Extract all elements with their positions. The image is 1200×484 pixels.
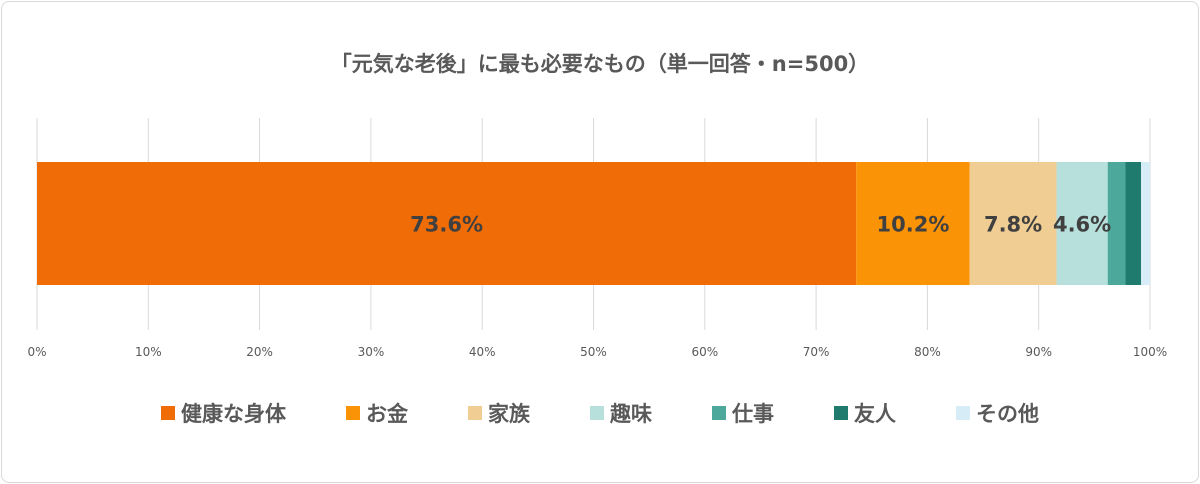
bar-segment — [856, 162, 970, 285]
x-tick-label: 60% — [691, 345, 718, 359]
legend-label: 健康な身体 — [181, 402, 286, 426]
bar-segment — [1056, 162, 1108, 285]
legend-item: 健康な身体 — [161, 398, 286, 428]
legend-label: 趣味 — [610, 402, 652, 426]
bar-segments — [37, 162, 1150, 285]
legend-label: お金 — [366, 402, 408, 426]
data-label: 7.8% — [984, 213, 1042, 237]
bar-segment — [1125, 162, 1142, 285]
x-tick-label: 80% — [914, 345, 941, 359]
x-axis-ticks: 0% 10% 20% 30% 40% 50% 60% 70% 80% 90% 100% — [27, 345, 1167, 359]
bar-segment — [1141, 162, 1150, 285]
legend-item: 仕事 — [712, 398, 774, 428]
x-tick-label: 50% — [580, 345, 607, 359]
legend-swatch — [161, 406, 175, 420]
x-tick-label: 0% — [27, 345, 46, 359]
legend-swatch — [590, 406, 604, 420]
legend-item: お金 — [346, 398, 408, 428]
x-tick-label: 100% — [1133, 345, 1167, 359]
legend-swatch — [834, 406, 848, 420]
data-label: 4.6% — [1053, 213, 1111, 237]
legend-item: 家族 — [468, 398, 530, 428]
legend-label: 仕事 — [732, 402, 774, 426]
legend-swatch — [956, 406, 970, 420]
data-label: 73.6% — [410, 213, 483, 237]
bar-segment — [969, 162, 1057, 285]
data-label: 10.2% — [877, 213, 950, 237]
data-labels: 73.6% 10.2% 7.8% 4.6% — [410, 213, 1111, 237]
chart-title: 「元気な老後」に最も必要なもの（単一回答・n=500） — [330, 52, 870, 76]
legend: 健康な身体 お金 家族 趣味 仕事 友人 その他 — [0, 398, 1200, 428]
legend-item: 友人 — [834, 398, 896, 428]
legend-swatch — [346, 406, 360, 420]
bar-segment — [37, 162, 857, 285]
legend-label: 友人 — [854, 402, 896, 426]
x-tick-label: 30% — [358, 345, 385, 359]
legend-label: その他 — [976, 402, 1039, 426]
x-tick-label: 40% — [469, 345, 496, 359]
legend-swatch — [712, 406, 726, 420]
legend-item: その他 — [956, 398, 1039, 428]
x-tick-label: 90% — [1025, 345, 1052, 359]
bar-segment — [1107, 162, 1126, 285]
legend-item: 趣味 — [590, 398, 652, 428]
x-tick-label: 70% — [803, 345, 830, 359]
legend-label: 家族 — [488, 402, 530, 426]
legend-swatch — [468, 406, 482, 420]
x-tick-label: 10% — [135, 345, 162, 359]
x-tick-label: 20% — [246, 345, 273, 359]
